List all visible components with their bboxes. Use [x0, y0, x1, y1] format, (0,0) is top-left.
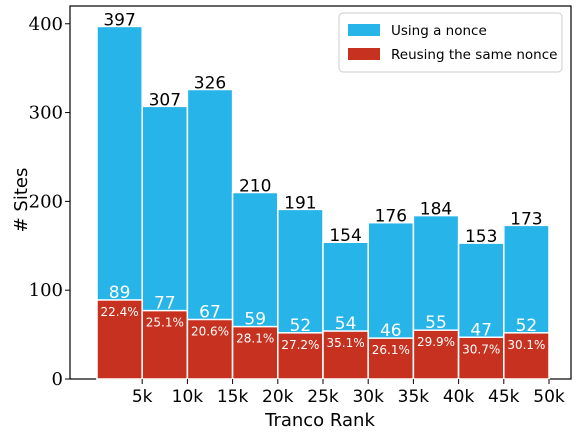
data-label-reusing-nonce: 59	[244, 310, 266, 330]
y-tick-label: 100	[29, 280, 63, 301]
x-tick-label: 10k	[172, 387, 204, 407]
data-label-using-nonce: 173	[510, 209, 542, 229]
legend-frame	[338, 12, 563, 73]
bar-labels-group: 397 89 22.4% 307 77 25.1% 326 67 20.6% 210 59 28.1%…	[101, 10, 546, 357]
x-tick-label: 5k	[132, 387, 153, 407]
bar-reusing-nonce	[503, 332, 550, 380]
data-label-using-nonce: 210	[239, 177, 271, 197]
data-label-using-nonce: 191	[284, 193, 316, 213]
x-tick-label: 50k	[533, 387, 565, 407]
legend: Using a nonce Reusing the same nonce	[338, 12, 563, 73]
bar-reusing-nonce	[141, 309, 189, 380]
y-tick-label: 300	[29, 103, 63, 124]
data-label-reusing-nonce: 89	[109, 283, 131, 303]
bar-reusing-nonce	[96, 299, 143, 380]
y-axis: 0 100 200 300 400	[29, 14, 70, 390]
data-label-reuse-percent: 25.1%	[146, 316, 184, 330]
data-label-reusing-nonce: 77	[154, 294, 176, 314]
x-axis-label: Tranco Rank	[264, 410, 375, 431]
data-label-using-nonce: 326	[194, 73, 226, 93]
y-tick-label: 0	[52, 369, 63, 390]
legend-swatch-using-nonce	[348, 24, 380, 36]
data-label-using-nonce: 176	[375, 207, 407, 227]
x-tick-label: 20k	[262, 387, 294, 407]
legend-label-reusing-nonce: Reusing the same nonce	[391, 47, 557, 63]
data-label-reusing-nonce: 67	[199, 302, 221, 322]
data-label-reuse-percent: 29.9%	[417, 335, 455, 349]
data-label-reusing-nonce: 55	[425, 313, 447, 333]
data-label-reusing-nonce: 47	[470, 320, 492, 340]
data-label-reuse-percent: 28.1%	[236, 332, 274, 346]
x-tick-label: 45k	[488, 387, 520, 407]
data-label-using-nonce: 154	[329, 226, 361, 246]
data-label-reusing-nonce: 52	[290, 316, 312, 336]
y-tick-label: 400	[29, 14, 63, 35]
data-label-using-nonce: 184	[420, 200, 452, 220]
bar-reusing-nonce	[186, 318, 234, 380]
x-tick-label: 30k	[352, 387, 384, 407]
bars-group	[96, 25, 550, 380]
x-tick-label: 25k	[307, 387, 339, 407]
data-label-reuse-percent: 30.7%	[462, 342, 500, 356]
data-label-reuse-percent: 35.1%	[327, 336, 365, 350]
data-label-reusing-nonce: 46	[380, 321, 402, 341]
data-label-reuse-percent: 22.4%	[101, 305, 139, 319]
x-tick-label: 35k	[398, 387, 430, 407]
data-label-reuse-percent: 20.6%	[191, 324, 229, 338]
y-axis-label: # Sites	[11, 168, 32, 233]
data-label-using-nonce: 307	[149, 90, 181, 110]
bar-reusing-nonce	[322, 330, 369, 380]
x-tick-label: 40k	[443, 387, 475, 407]
x-axis: 5k 10k 15k 20k 25k 30k 35k 40k 45k 50k	[132, 379, 565, 407]
bar-reusing-nonce	[231, 325, 279, 380]
legend-swatch-reusing-nonce	[348, 48, 380, 60]
bar-reusing-nonce	[457, 336, 505, 380]
data-label-reusing-nonce: 52	[516, 316, 538, 336]
data-label-using-nonce: 397	[103, 10, 135, 30]
data-label-reuse-percent: 30.1%	[507, 338, 545, 352]
y-tick-label: 200	[29, 191, 63, 212]
data-label-reusing-nonce: 54	[335, 314, 357, 334]
x-tick-label: 15k	[217, 387, 249, 407]
data-label-using-nonce: 153	[465, 227, 497, 247]
legend-label-using-nonce: Using a nonce	[391, 23, 487, 39]
bar-reusing-nonce	[412, 329, 460, 380]
data-label-reuse-percent: 27.2%	[281, 338, 319, 352]
data-label-reuse-percent: 26.1%	[372, 343, 410, 357]
